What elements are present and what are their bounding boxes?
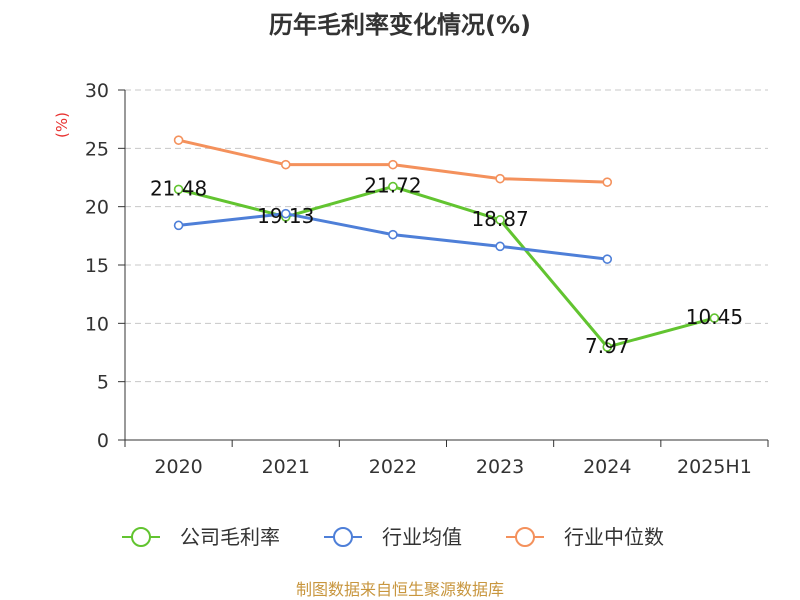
x-tick-label: 2025H1: [677, 456, 752, 478]
data-point: [495, 241, 505, 252]
series-lines: [173, 135, 720, 352]
data-point: [173, 184, 184, 195]
legend-label: 行业中位数: [564, 525, 664, 549]
data-point: [388, 181, 398, 192]
data-label: 10.45: [686, 305, 743, 329]
data-point: [173, 135, 184, 145]
legend-label: 行业均值: [382, 525, 462, 549]
y-tick-label: 30: [85, 80, 109, 102]
data-point: [602, 177, 613, 187]
data-source-footer: 制图数据来自恒生聚源数据库: [296, 580, 504, 599]
y-axis-label: (%): [53, 112, 71, 138]
data-point: [709, 313, 720, 323]
data-point: [280, 208, 291, 219]
grid-lines: [125, 89, 768, 383]
x-tick-label: 2024: [583, 456, 631, 478]
chart-title: 历年毛利率变化情况(%): [269, 11, 531, 39]
data-point: [602, 254, 613, 264]
series-2: [173, 208, 613, 264]
y-tick-label: 25: [85, 138, 109, 160]
data-labels: 21.48 19.13 21.72 18.87 7.97 10.45: [150, 174, 743, 358]
legend-circle-icon: [515, 527, 535, 547]
legend: 公司毛利率 行业均值 行业中位数: [122, 525, 664, 549]
legend-circle-icon: [333, 527, 353, 547]
x-tick-label: 2022: [369, 456, 417, 478]
series-line: [178, 185, 715, 349]
data-point: [388, 229, 398, 240]
legend-item-2[interactable]: 行业均值: [324, 525, 462, 549]
data-point: [280, 159, 291, 170]
legend-circle-icon: [131, 527, 151, 547]
data-point: [388, 159, 398, 170]
data-label: 21.72: [364, 174, 421, 198]
legend-label: 公司毛利率: [180, 525, 280, 549]
x-tick-label: 2020: [154, 456, 202, 478]
data-point: [495, 215, 505, 225]
data-point: [495, 173, 505, 184]
data-label: 18.87: [471, 207, 528, 231]
axes: 0 5 10 15 20 25 30 2020 2021 2022 2023 2024 2025H1: [85, 80, 769, 478]
data-label: 7.97: [585, 334, 630, 358]
y-tick-label: 10: [85, 313, 109, 335]
y-tick-label: 5: [97, 372, 109, 394]
legend-item-1[interactable]: 公司毛利率: [122, 525, 280, 549]
data-point: [602, 342, 613, 352]
x-tick-label: 2021: [262, 456, 310, 478]
y-tick-label: 20: [85, 197, 109, 219]
data-point: [173, 220, 184, 231]
legend-item-3[interactable]: 行业中位数: [506, 525, 664, 549]
data-label: 19.13: [257, 204, 314, 228]
x-tick-label: 2023: [476, 456, 524, 478]
data-label: 21.48: [150, 176, 207, 200]
y-tick-label: 15: [85, 255, 109, 277]
series-3: [173, 135, 613, 187]
y-tick-label: 0: [97, 430, 109, 452]
